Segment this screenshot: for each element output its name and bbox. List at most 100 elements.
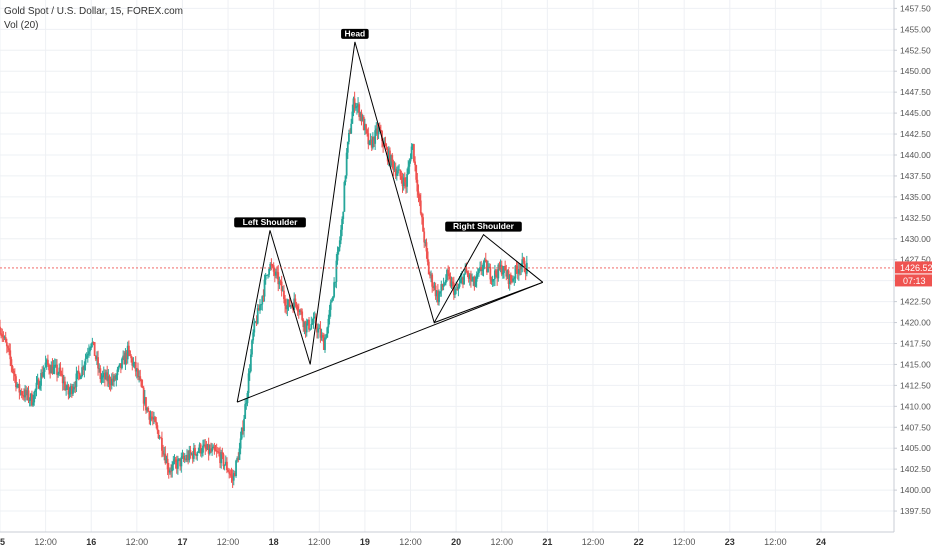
- candle-body: [86, 353, 89, 356]
- candle-body: [133, 362, 136, 364]
- candle-body: [312, 317, 315, 324]
- candle-body: [100, 377, 103, 380]
- candle-body: [174, 459, 177, 463]
- candle-body: [436, 290, 439, 303]
- candle-body: [49, 370, 52, 374]
- candle-body: [333, 282, 336, 297]
- candle-body: [462, 277, 464, 284]
- candle-body: [486, 260, 488, 273]
- candle-body: [131, 358, 134, 366]
- candle-body: [111, 378, 114, 382]
- candle-body: [410, 146, 413, 159]
- candle-body: [409, 158, 412, 162]
- candle-body: [169, 470, 171, 473]
- candle-body: [368, 140, 371, 145]
- candle-body: [99, 368, 102, 380]
- candle-body: [21, 394, 24, 396]
- annotation-label[interactable]: Left Shoulder: [243, 217, 298, 227]
- price-axis[interactable]: 1397.50 1400.00 1402.50 1405.00 1407.50 1410.…: [893, 0, 932, 550]
- pattern-line[interactable]: [434, 281, 543, 324]
- candle-body: [261, 296, 264, 305]
- candle-body: [35, 382, 38, 390]
- candle-body: [297, 310, 300, 313]
- candle-body: [252, 332, 255, 341]
- candle-body: [398, 169, 401, 171]
- candle-body: [289, 305, 292, 307]
- candle-body: [124, 352, 127, 365]
- pattern-annotations[interactable]: Left Shoulder Head Right Shoulder: [234, 28, 522, 232]
- bar-countdown-label: 07:13: [903, 276, 926, 286]
- time-axis[interactable]: 15 12:00 16 12:00 17 12:00 18 12:00 19 12:00 20 12:…: [0, 531, 932, 550]
- candle-body: [311, 323, 314, 325]
- annotation-label-box[interactable]: [234, 217, 306, 228]
- candle-body: [285, 305, 288, 310]
- annotation-label-box[interactable]: [341, 28, 369, 39]
- candle-body: [158, 437, 161, 439]
- candle-body: [138, 376, 141, 378]
- candle-body: [357, 104, 359, 107]
- candle-body: [271, 265, 274, 266]
- price-tick-label: 1435.00: [900, 192, 931, 202]
- candle-body: [190, 453, 193, 455]
- candle-body: [421, 213, 423, 218]
- candle-body: [448, 273, 451, 277]
- candle-body: [497, 264, 500, 279]
- candle-body: [506, 270, 509, 277]
- head-and-shoulders-pattern[interactable]: [236, 41, 544, 403]
- candle-body: [467, 274, 470, 279]
- annotation-label-box[interactable]: [445, 221, 522, 232]
- candle-body: [466, 272, 469, 275]
- annotation-label[interactable]: Head: [344, 28, 365, 38]
- candle-body: [430, 274, 432, 276]
- price-tick-label: 1447.50: [900, 87, 931, 97]
- candle-body: [10, 359, 13, 367]
- candle-body: [428, 274, 431, 276]
- candle-body: [490, 279, 493, 282]
- candle-body: [351, 111, 354, 124]
- pattern-line[interactable]: [237, 281, 543, 403]
- candle-body: [208, 448, 211, 454]
- price-tick-label: 1437.50: [900, 171, 931, 181]
- time-tick-label: 21: [542, 537, 552, 547]
- candle-body: [214, 450, 217, 452]
- candle-body: [513, 278, 516, 280]
- candle-body: [476, 273, 479, 275]
- candle-body: [231, 475, 234, 481]
- pattern-line[interactable]: [236, 41, 544, 403]
- candle-body: [57, 373, 60, 375]
- candle-body: [66, 385, 69, 389]
- candle-body: [70, 386, 73, 394]
- candle-body: [215, 451, 218, 452]
- candle-body: [8, 348, 11, 351]
- candle-body: [45, 359, 48, 363]
- price-tick-label: 1457.50: [900, 3, 931, 13]
- candle-body: [27, 390, 30, 401]
- candle-body: [13, 373, 16, 377]
- annotation-label[interactable]: Right Shoulder: [453, 221, 515, 231]
- candle-body: [223, 464, 226, 467]
- symbol-title[interactable]: Gold Spot / U.S. Dollar, 15, FOREX.com: [4, 6, 183, 17]
- candle-body: [279, 280, 282, 282]
- candle-body: [366, 129, 369, 134]
- candle-body: [520, 265, 523, 270]
- volume-indicator-label[interactable]: Vol (20): [4, 20, 39, 31]
- candle-body: [196, 452, 199, 456]
- candle-body: [42, 371, 45, 377]
- candle-body: [411, 144, 414, 147]
- candle-body: [175, 462, 178, 469]
- candle-body: [74, 386, 77, 388]
- candle-body: [338, 240, 341, 248]
- candle-body: [395, 173, 398, 176]
- candle-body: [92, 342, 95, 343]
- candle-body: [310, 323, 313, 329]
- candle-body: [413, 144, 415, 162]
- candle-body: [41, 372, 44, 377]
- candle-body: [163, 453, 166, 455]
- candle-body: [113, 376, 115, 382]
- candle-body: [150, 416, 153, 419]
- candle-body: [276, 271, 278, 273]
- candle-body: [221, 452, 224, 455]
- candle-body: [195, 454, 198, 456]
- candle-body: [377, 126, 380, 135]
